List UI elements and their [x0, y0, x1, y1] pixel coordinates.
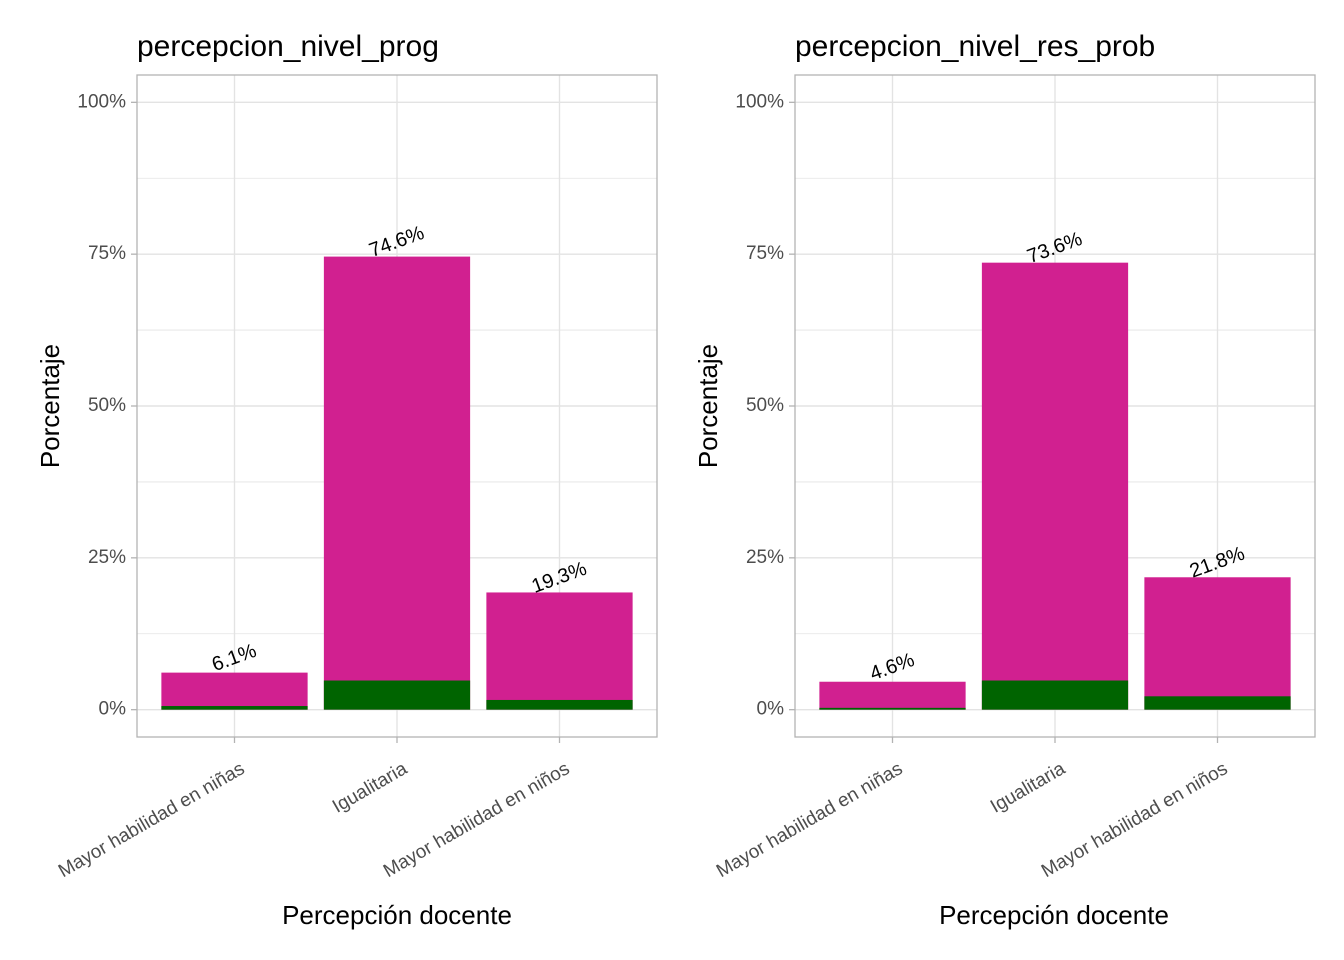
bar-total: [819, 681, 966, 710]
chart-title: percepcion_nivel_res_prob: [795, 30, 1155, 63]
y-tick-label: 0%: [757, 699, 785, 720]
y-tick-label: 75%: [746, 243, 784, 264]
x-tick-label: Mayor habilidad en niñas: [713, 758, 906, 882]
bar-total: [161, 672, 308, 710]
bar-inner: [486, 699, 633, 710]
bar-total: [323, 256, 471, 710]
y-tick-label: 25%: [746, 547, 784, 568]
bar-total: [1144, 577, 1291, 710]
x-tick-label: Igualitaria: [329, 758, 411, 818]
chart-panel-1: 6.1%74.6%19.3%0%25%50%75%100%Mayor habil…: [35, 30, 658, 930]
y-tick-label: 25%: [88, 547, 126, 568]
bar-total: [981, 262, 1129, 710]
bar-inner: [819, 707, 966, 710]
x-axis-title: Percepción docente: [939, 900, 1169, 930]
y-tick-label: 50%: [88, 395, 126, 416]
bar-inner: [1144, 696, 1291, 710]
y-tick-label: 100%: [735, 91, 784, 112]
x-tick-label: Igualitaria: [987, 758, 1069, 818]
y-tick-label: 50%: [746, 395, 784, 416]
chart-panel-2: 4.6%73.6%21.8%0%25%50%75%100%Mayor habil…: [693, 30, 1316, 930]
chart-title: percepcion_nivel_prog: [137, 30, 439, 63]
bar-inner: [161, 706, 308, 710]
y-axis-title: Porcentaje: [35, 344, 65, 468]
y-axis-title: Porcentaje: [693, 344, 723, 468]
y-tick-label: 100%: [77, 91, 126, 112]
bar-inner: [323, 680, 471, 710]
x-axis-title: Percepción docente: [282, 900, 512, 930]
x-tick-label: Mayor habilidad en niñas: [55, 758, 248, 882]
bar-total: [486, 592, 633, 710]
bar-inner: [981, 680, 1129, 710]
y-tick-label: 0%: [99, 699, 127, 720]
y-tick-label: 75%: [88, 243, 126, 264]
